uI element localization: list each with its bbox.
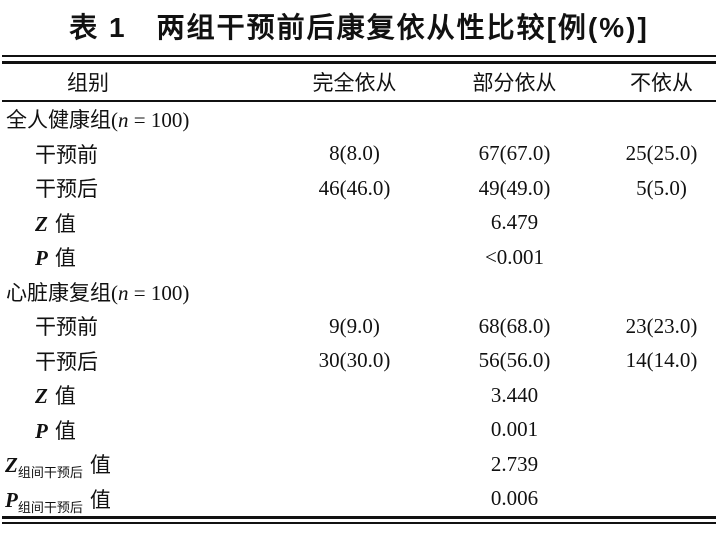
stat-suffix: 值 bbox=[54, 384, 76, 409]
group1-name-text: 全人健康组( bbox=[6, 108, 118, 133]
row-label: 干预前 bbox=[35, 142, 98, 167]
table-row-between-p: P组间干预后值 0.006 bbox=[2, 482, 716, 517]
stat-value: 6.479 bbox=[490, 210, 539, 235]
group2-name-text: 心脏康复组( bbox=[6, 280, 118, 305]
stat-letter-p: P bbox=[35, 246, 48, 271]
data-cell: 49(49.0) bbox=[478, 175, 551, 200]
data-cell: 67(67.0) bbox=[478, 141, 551, 166]
data-cell: 56(56.0) bbox=[478, 348, 551, 373]
stat-suffix: 值 bbox=[54, 246, 76, 271]
data-cell-empty bbox=[607, 413, 716, 448]
data-cell: 68(68.0) bbox=[478, 313, 551, 338]
group2-name: 心脏康复组(n = 100) bbox=[2, 275, 716, 310]
header-non-compliance: 不依从 bbox=[607, 64, 716, 102]
table-row-group1-post: 干预后 46(46.0) 49(49.0) 5(5.0) bbox=[2, 171, 716, 206]
stat-suffix: 值 bbox=[89, 453, 111, 478]
stat-value: <0.001 bbox=[484, 244, 545, 269]
table-row-group2-pre: 干预前 9(9.0) 68(68.0) 23(23.0) bbox=[2, 309, 716, 344]
stat-value: 0.001 bbox=[490, 417, 539, 442]
stat-letter-z: Z bbox=[35, 384, 48, 409]
table-top-rule bbox=[2, 55, 716, 64]
table-row-between-z: Z组间干预后值 2.739 bbox=[2, 447, 716, 482]
data-cell: 8(8.0) bbox=[329, 141, 380, 166]
row-label: P组间干预后值 bbox=[2, 482, 287, 517]
header-full-compliance: 完全依从 bbox=[287, 64, 422, 102]
table-row-group1-pre: 干预前 8(8.0) 67(67.0) 25(25.0) bbox=[2, 137, 716, 172]
stat-value: 3.440 bbox=[490, 382, 539, 407]
var-n: n bbox=[118, 108, 129, 133]
table-row-group1-name: 全人健康组(n = 100) bbox=[2, 101, 716, 137]
header-partial-compliance: 部分依从 bbox=[422, 64, 607, 102]
row-label: 干预后 bbox=[35, 349, 98, 374]
data-cell: 14(14.0) bbox=[625, 348, 698, 373]
table-bottom-rule bbox=[2, 516, 716, 524]
data-cell-empty bbox=[287, 482, 422, 517]
var-n: n bbox=[118, 280, 129, 305]
stat-suffix: 值 bbox=[54, 211, 76, 236]
data-cell-empty bbox=[287, 240, 422, 275]
stat-letter-z: Z bbox=[5, 453, 18, 478]
table-caption: 表 1 两组干预前后康复依从性比较[例(%)] bbox=[69, 12, 649, 43]
table-header-row: 组别 完全依从 部分依从 不依从 bbox=[2, 64, 716, 102]
data-cell-empty bbox=[287, 378, 422, 413]
data-cell: 30(30.0) bbox=[318, 348, 391, 373]
row-label: 干预前 bbox=[35, 315, 98, 340]
data-cell: 23(23.0) bbox=[625, 313, 698, 338]
data-cell-empty bbox=[607, 206, 716, 241]
group1-name: 全人健康组(n = 100) bbox=[2, 101, 716, 137]
data-cell-empty bbox=[607, 482, 716, 517]
stat-letter-p: P bbox=[5, 487, 18, 512]
stat-letter-p: P bbox=[35, 418, 48, 443]
stat-subscript: 组间干预后 bbox=[17, 499, 83, 515]
row-label: Z组间干预后值 bbox=[2, 447, 287, 482]
header-group: 组别 bbox=[2, 64, 287, 102]
data-cell: 25(25.0) bbox=[625, 141, 698, 166]
table-row-group2-post: 干预后 30(30.0) 56(56.0) 14(14.0) bbox=[2, 344, 716, 379]
stat-subscript: 组间干预后 bbox=[17, 465, 83, 481]
table-row-group2-name: 心脏康复组(n = 100) bbox=[2, 275, 716, 310]
data-cell-empty bbox=[287, 206, 422, 241]
data-cell-empty bbox=[287, 413, 422, 448]
stat-value: 0.006 bbox=[490, 486, 539, 511]
data-cell: 5(5.0) bbox=[636, 175, 687, 200]
data-cell-empty bbox=[607, 378, 716, 413]
data-cell-empty bbox=[607, 240, 716, 275]
stat-value: 2.739 bbox=[490, 451, 539, 476]
data-cell: 46(46.0) bbox=[318, 175, 391, 200]
stat-suffix: 值 bbox=[89, 487, 111, 512]
compliance-table: 组别 完全依从 部分依从 不依从 全人健康组(n = 100) 干预前 8(8.… bbox=[2, 64, 716, 516]
data-cell-empty bbox=[287, 447, 422, 482]
data-cell-empty bbox=[607, 447, 716, 482]
row-label: 干预后 bbox=[35, 177, 98, 202]
stat-letter-z: Z bbox=[35, 211, 48, 236]
stat-suffix: 值 bbox=[54, 418, 76, 443]
group2-n-value: = 100) bbox=[128, 280, 190, 305]
group1-n-value: = 100) bbox=[128, 108, 190, 133]
data-cell: 9(9.0) bbox=[329, 313, 380, 338]
